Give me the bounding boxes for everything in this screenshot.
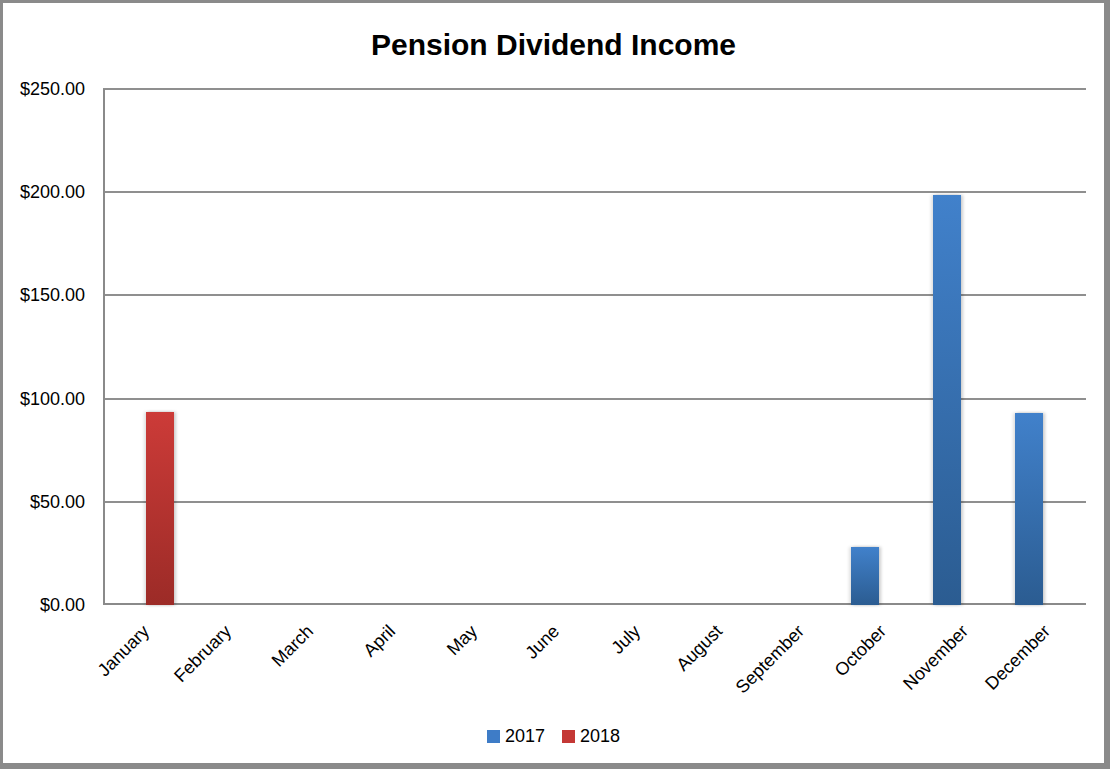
y-tick-label: $50.00 — [3, 491, 85, 513]
legend-swatch-2018 — [562, 730, 575, 743]
y-tick-label: $100.00 — [3, 388, 85, 410]
bar-2017-december — [1015, 413, 1043, 605]
legend-item-2018: 2018 — [562, 726, 620, 747]
bar-2018-january — [146, 412, 174, 605]
bar-2017-november — [933, 195, 961, 605]
y-tick-label: $200.00 — [3, 181, 85, 203]
gridline — [103, 191, 1086, 193]
y-tick-label: $250.00 — [3, 78, 85, 100]
legend: 2017 2018 — [3, 726, 1104, 747]
legend-label-2017: 2017 — [505, 726, 545, 747]
legend-label-2018: 2018 — [580, 726, 620, 747]
plot-area — [103, 89, 1086, 605]
legend-item-2017: 2017 — [487, 726, 545, 747]
y-tick-label: $0.00 — [3, 594, 85, 616]
bar-2017-october — [851, 547, 879, 605]
chart-title: Pension Dividend Income — [3, 28, 1104, 62]
legend-swatch-2017 — [487, 730, 500, 743]
chart-window: Pension Dividend Income $0.00 $50.00 $100.… — [0, 0, 1110, 769]
gridline — [103, 88, 1086, 90]
y-axis-line — [103, 89, 105, 605]
y-tick-label: $150.00 — [3, 284, 85, 306]
